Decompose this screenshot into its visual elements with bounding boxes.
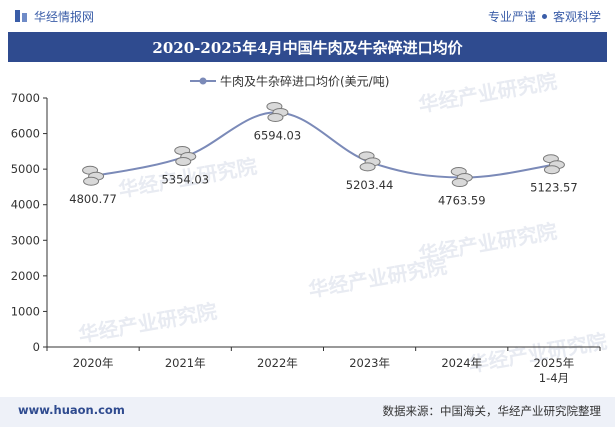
data-label: 4763.59 — [438, 194, 486, 208]
footer: www.huaon.com 数据来源：中国海关，华经产业研究院整理 — [0, 397, 615, 427]
bullet-icon — [541, 14, 547, 19]
x-tick-label: 2023年 — [349, 356, 390, 370]
data-point — [358, 151, 381, 172]
y-tick-label: 3000 — [11, 233, 40, 247]
watermark-text: 华经产业研究院 — [417, 69, 559, 117]
coin-marker-icon — [543, 165, 560, 175]
data-label: 4800.77 — [69, 192, 117, 206]
data-label: 6594.03 — [254, 128, 302, 142]
data-label: 5203.44 — [346, 178, 394, 192]
brand-name: 华经情报网 — [34, 9, 95, 24]
legend: 牛肉及牛杂碎进口均价(美元/吨) — [190, 74, 389, 89]
coin-marker-icon — [175, 157, 192, 167]
coin-marker-icon — [359, 162, 376, 172]
tagline: 专业严谨 客观科学 — [488, 8, 601, 25]
x-tick-label: 1-4月 — [539, 371, 569, 385]
tagline-right: 客观科学 — [552, 10, 601, 24]
data-point — [82, 165, 105, 186]
x-tick-label: 2022年 — [257, 356, 298, 370]
top-bar: 华经情报网 专业严谨 客观科学 — [0, 0, 615, 32]
data-point — [266, 101, 289, 122]
footer-website[interactable]: www.huaon.com — [18, 403, 125, 417]
footer-source: 数据来源：中国海关，华经产业研究院整理 — [382, 404, 602, 418]
x-tick-label: 2024年 — [441, 356, 482, 370]
coin-marker-icon — [267, 112, 284, 122]
brand[interactable]: 华经情报网 — [14, 7, 94, 25]
data-point — [542, 154, 565, 175]
y-tick-label: 6000 — [11, 127, 40, 141]
x-tick-label: 2020年 — [73, 356, 114, 370]
y-tick-label: 7000 — [11, 91, 40, 105]
y-tick-label: 4000 — [11, 198, 40, 212]
data-label: 5354.03 — [161, 173, 209, 187]
watermark-text: 华经产业研究院 — [417, 219, 559, 267]
coin-marker-icon — [451, 178, 468, 188]
legend-marker — [199, 77, 207, 85]
watermark-text: 华经产业研究院 — [77, 299, 219, 347]
coin-marker-icon — [83, 176, 100, 186]
line-chart: 华经产业研究院华经产业研究院华经产业研究院华经产业研究院华经产业研究院华经产业研… — [11, 69, 609, 385]
y-tick-label: 1000 — [11, 304, 40, 318]
data-point — [450, 167, 473, 188]
logo-icon — [15, 10, 27, 22]
x-tick-label: 2021年 — [165, 356, 206, 370]
y-tick-label: 2000 — [11, 269, 40, 283]
legend-label: 牛肉及牛杂碎进口均价(美元/吨) — [220, 74, 389, 89]
data-label: 5123.57 — [530, 181, 578, 195]
series-line — [92, 111, 555, 179]
chart-title: 2020-2025年4月中国牛肉及牛杂碎进口均价 — [152, 38, 463, 57]
tagline-left: 专业严谨 — [487, 10, 536, 24]
y-tick-label: 5000 — [11, 162, 40, 176]
x-tick-label: 2025年 — [534, 356, 575, 370]
y-tick-label: 0 — [33, 340, 40, 354]
data-point — [174, 146, 197, 167]
chart-title-bar: 2020-2025年4月中国牛肉及牛杂碎进口均价 — [8, 32, 607, 62]
